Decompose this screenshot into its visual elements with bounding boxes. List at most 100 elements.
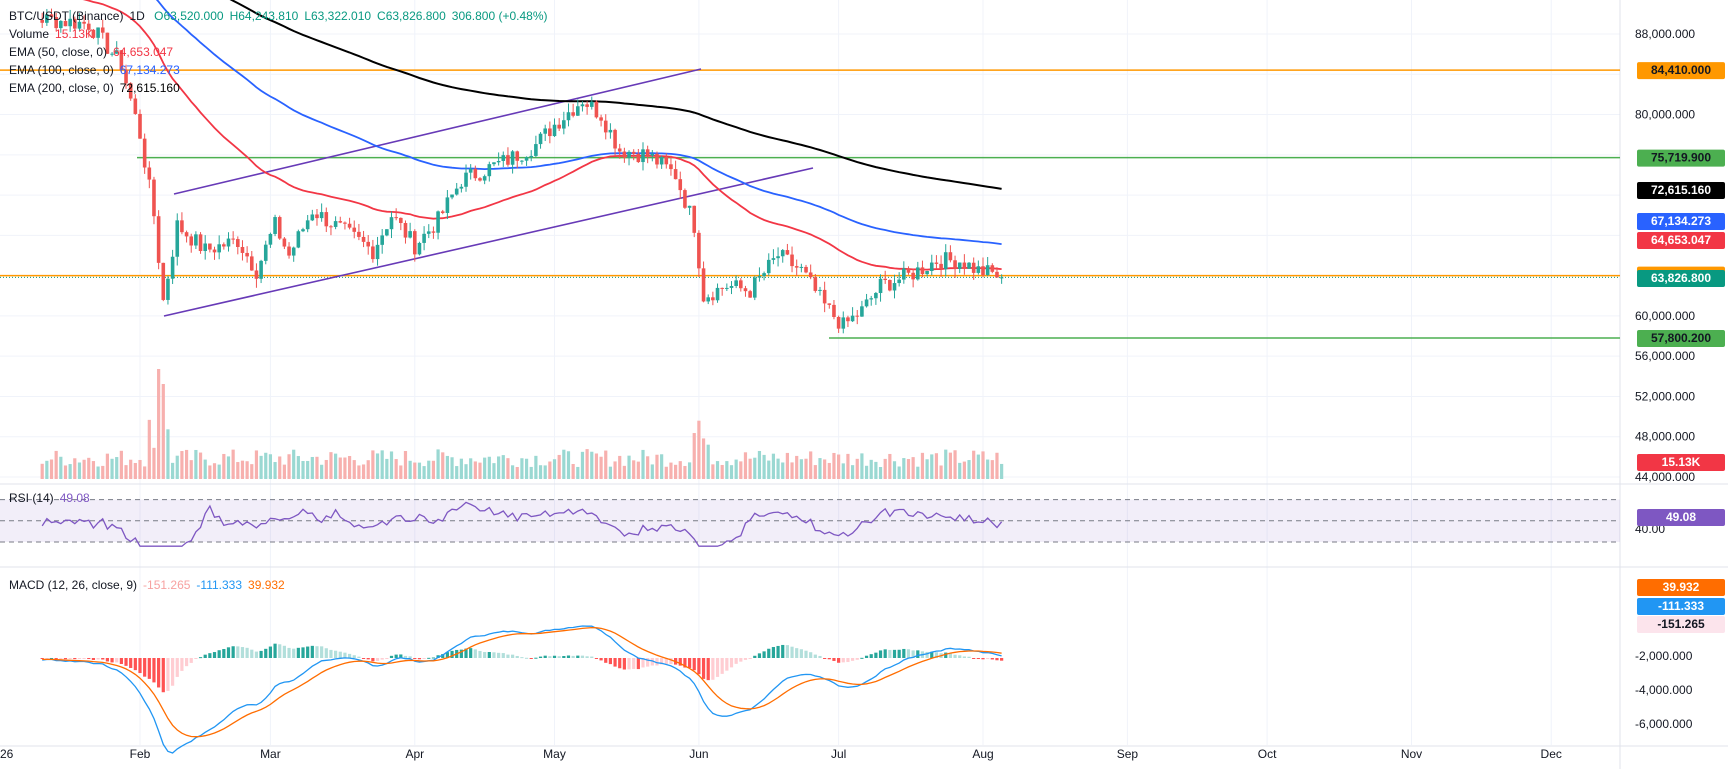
ema100-legend[interactable]: EMA (100, close, 0) 67,134.273 (9, 63, 186, 77)
macd-histogram-bar (250, 649, 254, 658)
macd-histogram-bar (49, 657, 54, 659)
volume-bar (427, 460, 431, 479)
trend-channel[interactable] (163, 68, 814, 317)
macd-histogram-bar (729, 658, 734, 668)
candle-body (263, 244, 268, 261)
macd-histogram-bar (869, 654, 873, 658)
candle-body (259, 260, 263, 279)
volume-bar (613, 461, 617, 479)
macd-histogram-bar (133, 658, 137, 671)
ema50-legend[interactable]: EMA (50, close, 0) 64,653.047 (9, 45, 179, 59)
macd-histogram-bar (147, 658, 151, 679)
candle-body (189, 236, 194, 246)
volume-bar (916, 466, 920, 479)
volume-bar (701, 438, 706, 479)
volume-bar (198, 452, 203, 479)
macd-histogram-bar (361, 658, 366, 659)
candle-body (869, 298, 874, 300)
volume-bar (487, 456, 491, 479)
candle-body (631, 151, 636, 154)
candle-body (231, 238, 235, 240)
macd-histogram-bar (524, 657, 529, 659)
macd-histogram-bar (566, 655, 571, 658)
candle-body (170, 256, 175, 279)
candle-body (282, 238, 287, 247)
price-badge: 64,653.047 (1651, 233, 1711, 247)
volume-bar (548, 461, 552, 479)
volume-bar (729, 465, 734, 479)
time-axis-label: 26 (0, 747, 14, 761)
volume-bar (762, 454, 766, 479)
candle-body (594, 101, 599, 118)
volume-bar (697, 420, 701, 479)
candle-body (543, 128, 547, 134)
volume-label: Volume (9, 27, 50, 41)
candle-body (664, 157, 669, 165)
volume-bar (860, 453, 864, 479)
macd-histogram-bar (534, 657, 538, 659)
rsi-legend[interactable]: RSI (14) 49.08 (9, 491, 96, 505)
macd-histogram-bar (366, 658, 370, 660)
volume-bar (655, 454, 659, 479)
volume-bar (389, 451, 394, 479)
macd-histogram-bar (552, 655, 557, 658)
macd-histogram-bar (59, 658, 63, 659)
macd-histogram-bar (389, 655, 394, 658)
candle-body (748, 291, 752, 298)
candle-body (394, 217, 398, 219)
volume-bar (580, 451, 585, 479)
candle-body (888, 280, 892, 291)
macd-histogram-bar (837, 658, 841, 663)
candle-body (77, 21, 82, 29)
interval[interactable]: 1D (129, 9, 145, 23)
macd-axis-label: -6,000.000 (1635, 717, 1693, 731)
volume-bar (837, 454, 841, 479)
candle-body (333, 221, 338, 227)
volume-bar (902, 458, 906, 479)
price-axis[interactable]: 88,000.000 80,000.000 60,000.000 56,000.000… (1635, 27, 1695, 731)
volume-bar (464, 464, 468, 479)
candle-body (161, 262, 166, 300)
candle-body (487, 164, 492, 177)
volume-bar (129, 459, 133, 479)
candle-body (203, 243, 208, 252)
volume-bar (753, 457, 757, 479)
volume-bar (161, 384, 165, 479)
macd-histogram-bar (790, 646, 794, 658)
ohlc-low: L63,322.010 (304, 9, 372, 23)
candle-body (180, 220, 184, 233)
macd-histogram-bar (73, 658, 77, 660)
volume-bar (585, 449, 589, 479)
ema200-legend[interactable]: EMA (200, close, 0) 72,615.160 (9, 81, 186, 95)
macd-histogram-bar (417, 658, 422, 660)
candle-body (785, 250, 790, 255)
candle-body (426, 231, 431, 234)
volume-legend[interactable]: Volume 15.13K (9, 27, 99, 41)
symbol-legend[interactable]: BTC/USDT (Binance) 1D O63,520.000 H64,243.… (9, 9, 554, 23)
candle-body (985, 265, 990, 276)
volume-bar (217, 464, 221, 479)
volume-bar (469, 458, 473, 479)
volume-bar (506, 458, 510, 479)
volume-bar (846, 453, 850, 479)
candle-body (552, 124, 557, 137)
volume-bar (725, 461, 729, 479)
macd-histogram-bar (473, 649, 477, 658)
rsi-label: RSI (14) (9, 491, 54, 505)
macd-legend[interactable]: MACD (12, 26, close, 9) -151.265 -111.333 3… (9, 578, 291, 592)
macd-histogram-bar (222, 649, 226, 658)
volume-bar (254, 450, 259, 479)
macd-histogram-bar (599, 658, 603, 661)
symbol-name[interactable]: BTC/USDT (Binance) (9, 9, 124, 23)
volume-bar (287, 454, 291, 479)
candle-body (128, 83, 133, 99)
candle-body (319, 212, 324, 219)
level-badge: 57,800.200 (1651, 331, 1711, 345)
candle-body (371, 246, 375, 260)
macd-histogram-bar (347, 653, 352, 658)
time-axis[interactable]: 26 Feb Mar Apr May Jun Jul Aug Sep Oct Nov Dec (0, 747, 1562, 761)
time-axis-label: Apr (405, 747, 424, 761)
macd-histogram-bar (198, 657, 203, 659)
candle-body (343, 222, 347, 224)
